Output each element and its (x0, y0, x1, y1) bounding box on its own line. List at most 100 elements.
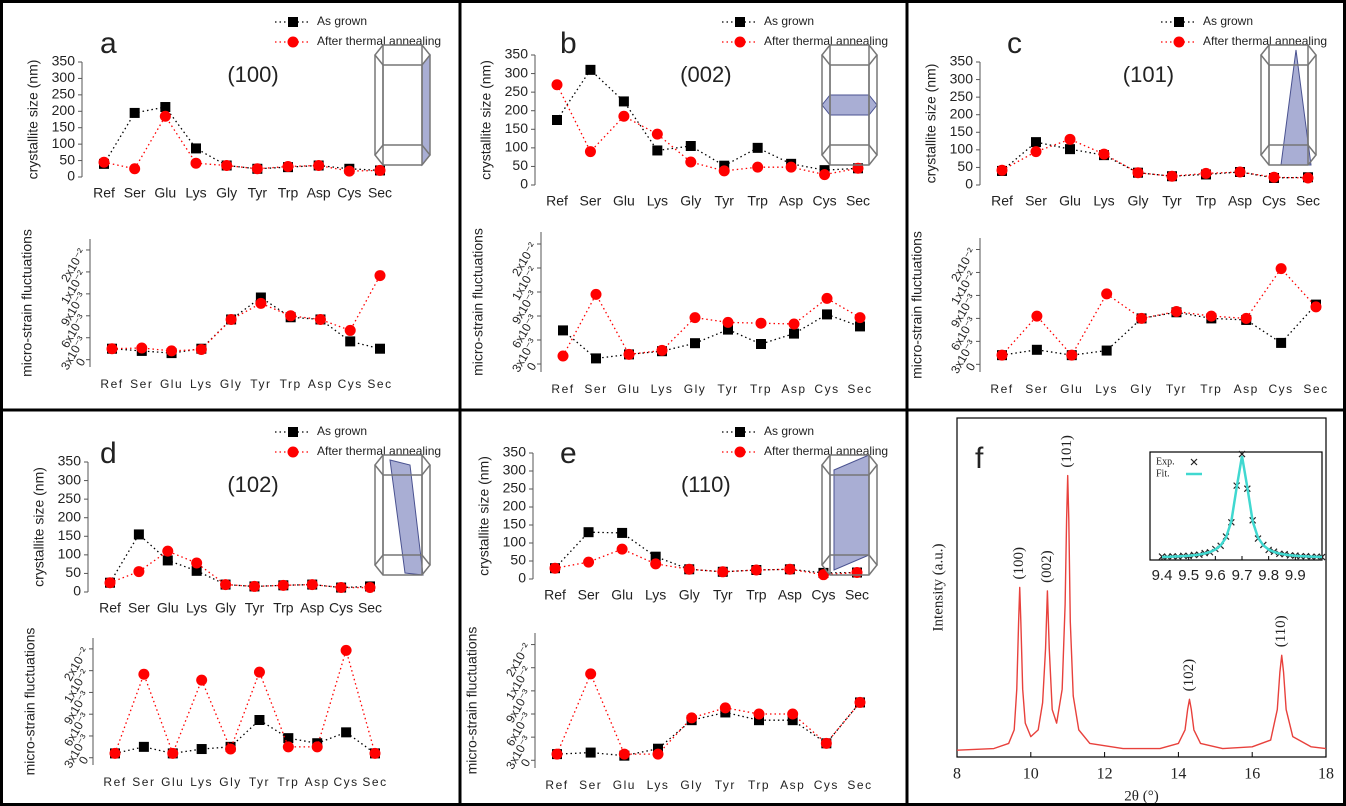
x-tick-label: Sec (1303, 382, 1328, 396)
y-axis-title: Intensity (a.u.) (930, 544, 946, 632)
plane-label: (110) (681, 472, 731, 497)
marker (1234, 166, 1246, 178)
x-tick-label: Cys (338, 377, 363, 391)
peak-label: (101) (1059, 435, 1075, 468)
x-tick-label: Ref (990, 382, 1013, 396)
y-tick-label: 150 (950, 123, 974, 139)
marker (750, 564, 762, 576)
x-tick-label: Tyr (1166, 382, 1187, 396)
y-tick-label: 200 (52, 102, 76, 118)
panel-label: b (560, 27, 577, 60)
marker (162, 545, 174, 557)
x-tick-label: Sec (362, 775, 387, 789)
marker (551, 79, 563, 91)
y-tick-label: 50 (59, 151, 75, 167)
marker (683, 563, 695, 575)
y-tick-label: 150 (505, 120, 529, 136)
x-tick-label: Tyr (249, 775, 270, 789)
marker (343, 165, 355, 177)
crystal-icon (1260, 44, 1317, 166)
x-tick-label: 16 (1244, 766, 1260, 783)
legend-marker (287, 36, 299, 48)
y-axis-title: crystallite size (nm) (478, 60, 494, 180)
y-tick-label: 100 (505, 139, 529, 155)
marker (549, 562, 561, 574)
series-line (109, 533, 371, 589)
x-tick-label: Lys (185, 185, 206, 201)
marker (1200, 167, 1212, 179)
legend-marker (734, 36, 746, 48)
x-tick-label: 9.5 (1178, 567, 1199, 584)
series-line (556, 84, 859, 176)
x-tick-label: Sec (367, 377, 392, 391)
y-tick-label: 0 (73, 583, 81, 599)
legend-marker (288, 17, 298, 27)
x-tick-label: Sec (847, 778, 872, 792)
crystal-icon (821, 44, 878, 166)
x-tick-label: Gly (219, 775, 242, 789)
series-line (114, 719, 376, 755)
x-tick-label: Sec (358, 600, 382, 616)
y-tick-label: 200 (503, 498, 527, 514)
y-tick-label: 350 (950, 53, 974, 69)
marker (788, 318, 800, 330)
x-tick-label: Cys (814, 382, 839, 396)
marker (785, 161, 797, 173)
marker (138, 668, 150, 680)
legend-label: As grown (317, 424, 367, 438)
x-tick-label: Gly (684, 382, 707, 396)
x-tick-label: 8 (953, 766, 961, 783)
marker (1275, 263, 1287, 275)
y-tick-label: 350 (503, 444, 527, 460)
y-axis-title: crystallite size (nm) (476, 456, 492, 576)
marker (306, 579, 318, 591)
x-tick-label: Glu (157, 600, 179, 616)
marker (109, 747, 121, 759)
x-tick-label: Glu (1060, 382, 1083, 396)
series-line (556, 672, 861, 755)
x-tick-label: Tyr (1162, 193, 1182, 209)
marker (335, 582, 347, 594)
marker (651, 128, 663, 140)
x-tick-label: Asp (300, 600, 324, 616)
x-tick-label: Ref (544, 587, 566, 603)
marker (1064, 133, 1076, 145)
legend-label: As grown (764, 14, 814, 28)
y-tick-label: 300 (505, 64, 529, 80)
x-tick-label: Asp (305, 775, 330, 789)
marker (755, 317, 767, 329)
crystal-plane (389, 459, 424, 576)
marker (1276, 337, 1287, 348)
fit-line (1161, 455, 1323, 559)
x-tick-label: Trp (273, 600, 294, 616)
x-tick-label: Ref (545, 778, 568, 792)
marker (685, 156, 697, 168)
marker (129, 163, 141, 175)
marker (820, 737, 832, 749)
x-tick-label: Gly (1128, 193, 1149, 209)
panel-label: e (560, 437, 577, 470)
marker (277, 579, 289, 591)
x-tick-label: Glu (161, 775, 184, 789)
x-tick-label: Tyr (714, 193, 734, 209)
marker (787, 715, 798, 726)
inset-frame (1149, 451, 1323, 561)
marker (623, 348, 635, 360)
y-tick-label: 150 (503, 516, 527, 532)
y-tick-label: 200 (505, 101, 529, 117)
legend-marker (288, 427, 298, 437)
marker (314, 313, 326, 325)
x-tick-label: Ref (546, 193, 568, 209)
marker (369, 747, 381, 759)
marker (159, 110, 171, 122)
marker (133, 529, 144, 540)
y-tick-label: 50 (512, 157, 528, 173)
series-line (556, 702, 861, 757)
x-tick-label: Trp (1196, 193, 1217, 209)
x-axis-title: 2θ (°) (1124, 788, 1158, 804)
marker (583, 527, 594, 538)
marker (821, 292, 833, 304)
x-tick-label: Ref (99, 600, 121, 616)
x-tick-label: Tyr (717, 382, 738, 396)
crystal-icon (374, 454, 431, 576)
